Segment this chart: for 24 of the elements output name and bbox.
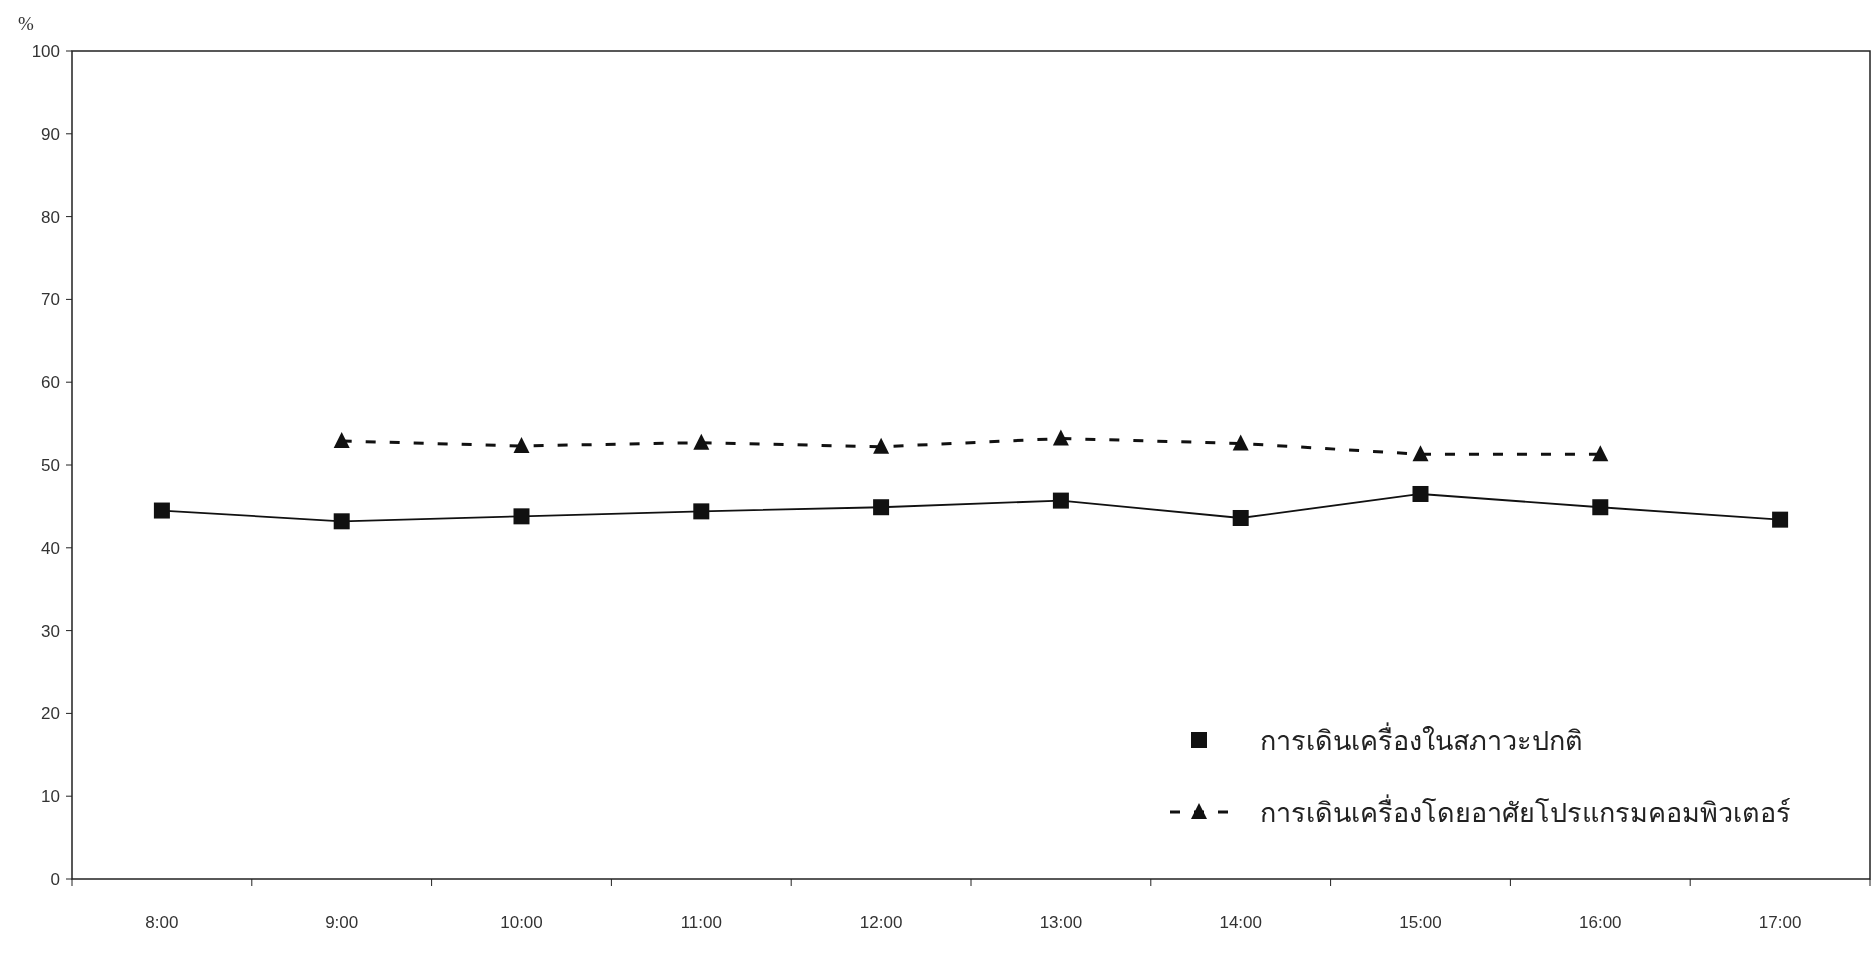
legend-label: การเดินเครื่องโดยอาศัยโปรแกรมคอมพิวเตอร์ xyxy=(1260,794,1791,828)
x-tick-label: 11:00 xyxy=(680,913,722,932)
y-tick-label: 70 xyxy=(41,290,60,310)
y-tick-label: 90 xyxy=(41,124,60,144)
x-tick-label: 9:00 xyxy=(325,913,359,932)
y-tick-label: 50 xyxy=(41,456,60,475)
x-tick-label: 16:00 xyxy=(1579,913,1622,932)
y-tick-label: 10 xyxy=(41,787,60,807)
y-tick-label: 100 xyxy=(31,42,60,61)
x-tick-label: 14:00 xyxy=(1219,913,1262,932)
x-tick-label: 8:00 xyxy=(145,913,179,932)
legend-label: การเดินเครื่องในสภาวะปกติ xyxy=(1260,722,1583,756)
x-tick-label: 15:00 xyxy=(1399,913,1442,932)
y-tick-label: 30 xyxy=(41,621,60,641)
y-tick-label: 40 xyxy=(41,538,60,558)
y-tick-label: 0 xyxy=(50,870,60,889)
y-axis-title: % xyxy=(18,13,35,34)
y-tick-label: 60 xyxy=(41,373,60,393)
y-tick-label: 20 xyxy=(41,704,60,724)
x-tick-label: 12:00 xyxy=(859,913,903,932)
x-tick-label: 17:00 xyxy=(1758,913,1802,932)
x-tick-label: 10:00 xyxy=(500,913,543,932)
x-tick-label: 13:00 xyxy=(1039,913,1083,932)
y-tick-label: 80 xyxy=(41,207,60,227)
